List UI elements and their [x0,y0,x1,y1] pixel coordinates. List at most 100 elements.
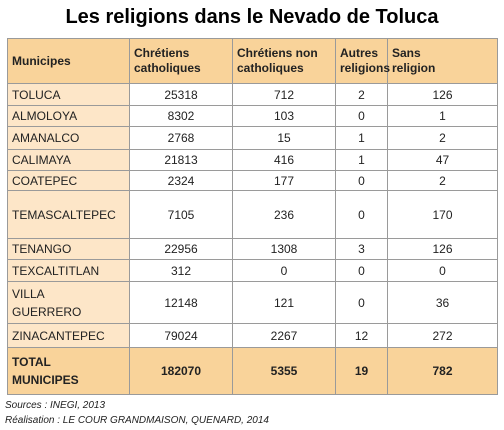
value-cell: 170 [387,190,498,239]
municipality-name: TOLUCA [12,87,61,102]
value-cell: 312 [129,259,233,282]
municipality-cell: TEMASCALTEPEC [7,190,130,239]
table-row: TEMASCALTEPEC 7105 236 0 170 [7,190,498,239]
header-text: Sans [392,46,421,60]
value-cell: 19 [335,347,388,395]
value-cell: 1 [335,149,388,171]
municipality-name: TENANGO [12,242,72,256]
value-cell: 782 [387,347,498,395]
header-cell: Municipes [7,38,130,84]
table-row: COATEPEC 2324 177 0 2 [7,170,498,191]
header-text: religions [340,61,391,75]
value-cell: 126 [387,83,498,106]
value-cell: 126 [387,238,498,260]
value-cell: 1 [387,105,498,127]
footer-line: Réalisation : LE COUR GRANDMAISON, QUENA… [5,415,269,426]
table-row: TOLUCA 25318 712 2 126 [7,83,498,106]
value-cell: 2 [387,170,498,191]
table-row: TEXCALTITLAN 312 0 0 0 [7,259,498,282]
value-cell: 2267 [232,323,336,348]
municipality-name: CALIMAYA [12,153,71,167]
header-text: Municipes [12,53,71,68]
value-cell: 0 [335,281,388,324]
municipality-cell: TENANGO [7,238,130,260]
municipality-cell: AMANALCO [7,126,130,150]
value-cell: 182070 [129,347,233,395]
municipality-cell: CALIMAYA [7,149,130,171]
value-cell: 0 [335,105,388,127]
value-cell: 3 [335,238,388,260]
header-text: Chrétiens [134,46,190,60]
value-cell: 2768 [129,126,233,150]
value-cell: 0 [335,190,388,239]
municipality-name: ZINACANTEPEC [12,328,105,343]
municipality-name: GUERRERO [12,304,82,319]
value-cell: 0 [232,259,336,282]
value-cell: 177 [232,170,336,191]
title: Les religions dans le Nevado de Toluca [65,6,439,28]
total-row: TOTAL MUNICIPES 182070 5355 19 782 [7,347,498,395]
municipality-cell: ALMOLOYA [7,105,130,127]
header-row: Municipes Chrétiens catholiques Chrétiens n… [7,38,498,84]
value-cell: 12148 [129,281,233,324]
municipality-name: TOTAL [12,355,51,369]
value-cell: 25318 [129,83,233,106]
header-cell: Chrétiens non catholiques [232,38,336,84]
value-cell: 36 [387,281,498,324]
municipality-name: TEMASCALTEPEC [12,207,116,222]
header-text: Autres [340,46,379,60]
municipality-name: TEXCALTITLAN [12,263,100,278]
value-cell: 416 [232,149,336,171]
footer: Sources : INEGI, 2013 Réalisation : LE CO… [5,398,269,428]
header-cell: Sans religion [387,38,498,84]
header-cell: Autres religions [335,38,391,84]
value-cell: 1 [335,126,388,150]
value-cell: 7105 [129,190,233,239]
municipality-cell: TOTAL MUNICIPES [7,347,130,395]
value-cell: 1308 [232,238,336,260]
municipality-name: ALMOLOYA [12,109,78,123]
municipality-name: AMANALCO [12,131,80,145]
header-text: religion [392,61,436,75]
value-cell: 5355 [232,347,336,395]
value-cell: 121 [232,281,336,324]
municipality-cell: ZINACANTEPEC [7,323,130,348]
value-cell: 21813 [129,149,233,171]
value-cell: 2 [387,126,498,150]
value-cell: 272 [387,323,498,348]
value-cell: 0 [335,259,388,282]
municipality-name: MUNICIPES [12,373,79,387]
value-cell: 12 [335,323,388,348]
value-cell: 2 [335,83,388,106]
value-cell: 8302 [129,105,233,127]
table-row: ALMOLOYA 8302 103 0 1 [7,105,498,127]
value-cell: 15 [232,126,336,150]
value-cell: 236 [232,190,336,239]
value-cell: 103 [232,105,336,127]
footer-line: Sources : INEGI, 2013 [5,400,106,411]
municipality-cell: COATEPEC [7,170,130,191]
municipality-cell: VILLA GUERRERO [7,281,130,324]
header-text: Chrétiens non [237,46,318,60]
header-cell: Chrétiens catholiques [129,38,233,84]
value-cell: 0 [335,170,388,191]
municipality-name: COATEPEC [12,173,78,188]
table-row: TENANGO 22956 1308 3 126 [7,238,498,260]
header-text: catholiques [237,61,304,75]
table-row: AMANALCO 2768 15 1 2 [7,126,498,150]
header-text: catholiques [134,61,201,75]
table-row: ZINACANTEPEC 79024 2267 12 272 [7,323,498,348]
municipality-name: VILLA [12,286,45,301]
value-cell: 712 [232,83,336,106]
table-row: VILLA GUERRERO 12148 121 0 36 [7,281,498,324]
religion-table: Municipes Chrétiens catholiques Chrétiens n… [7,38,498,395]
table-row: CALIMAYA 21813 416 1 47 [7,149,498,171]
value-cell: 47 [387,149,498,171]
value-cell: 22956 [129,238,233,260]
value-cell: 79024 [129,323,233,348]
value-cell: 2324 [129,170,233,191]
value-cell: 0 [387,259,498,282]
municipality-cell: TOLUCA [7,83,130,106]
municipality-cell: TEXCALTITLAN [7,259,130,282]
